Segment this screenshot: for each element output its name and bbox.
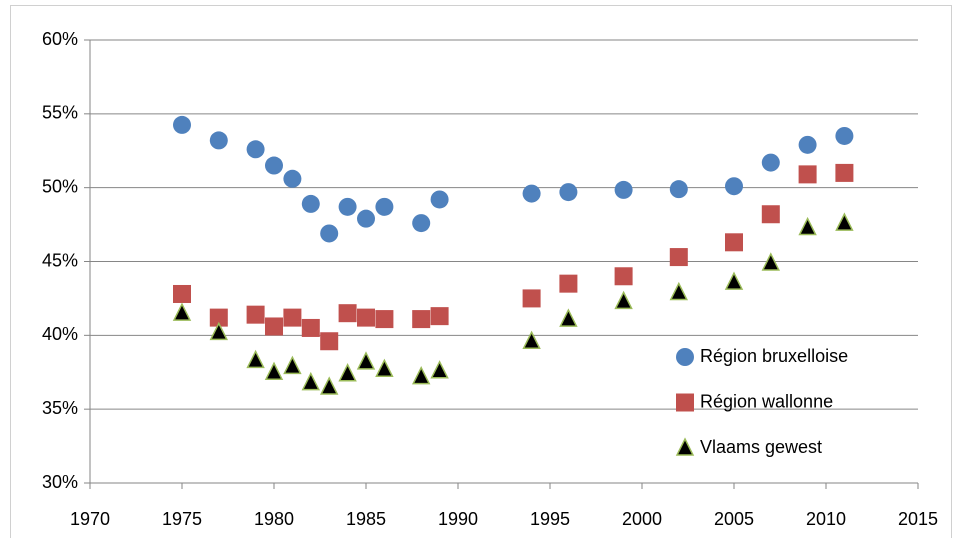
x-tick-label: 1985 <box>346 509 386 529</box>
point <box>320 332 339 351</box>
point <box>301 194 320 213</box>
point <box>356 351 376 370</box>
point <box>430 190 449 209</box>
x-tick-label: 1980 <box>254 509 294 529</box>
point <box>669 248 688 267</box>
point <box>761 252 781 271</box>
point <box>412 214 431 233</box>
y-tick-label: 50% <box>42 176 78 196</box>
legend-marker <box>676 348 694 366</box>
legend-marker <box>675 437 695 456</box>
point <box>559 308 578 327</box>
y-tick-label: 60% <box>42 29 78 49</box>
x-tick-label: 1975 <box>162 509 202 529</box>
point <box>725 177 743 196</box>
point <box>265 156 283 175</box>
legend-marker <box>676 393 694 412</box>
x-tick-label: 1990 <box>438 509 478 529</box>
point <box>265 317 283 336</box>
point <box>246 140 265 159</box>
point <box>173 284 191 303</box>
point <box>411 366 431 385</box>
point <box>725 233 743 252</box>
point <box>614 290 633 310</box>
point <box>614 267 633 286</box>
chart-border <box>10 5 952 538</box>
point <box>798 135 817 154</box>
point <box>798 165 817 184</box>
point <box>559 183 578 202</box>
point <box>283 169 302 188</box>
point <box>264 361 284 380</box>
point <box>338 363 357 382</box>
point <box>761 153 780 172</box>
point <box>301 371 321 391</box>
point <box>835 126 854 145</box>
point <box>559 274 578 293</box>
point <box>209 321 229 341</box>
legend-label: Région bruxelloise <box>700 346 848 366</box>
point <box>209 131 228 150</box>
y-tick-label: 55% <box>42 103 78 123</box>
point <box>357 209 375 228</box>
x-tick-label: 1970 <box>70 509 110 529</box>
point <box>375 197 394 216</box>
x-tick-label: 2015 <box>898 509 938 529</box>
x-tick-label: 1995 <box>530 509 570 529</box>
point <box>375 310 394 329</box>
legend-label: Région wallonne <box>700 391 833 411</box>
point <box>430 360 449 379</box>
point <box>522 289 541 308</box>
point <box>430 307 449 326</box>
point <box>375 358 394 378</box>
x-tick-label: 2000 <box>622 509 662 529</box>
point <box>246 349 265 369</box>
y-tick-label: 45% <box>42 250 78 270</box>
point <box>338 197 357 216</box>
point <box>319 376 339 395</box>
point <box>320 224 339 243</box>
point <box>209 308 228 327</box>
point <box>172 302 192 321</box>
point <box>246 305 265 324</box>
y-tick-label: 40% <box>42 324 78 344</box>
point <box>412 310 431 329</box>
point <box>669 281 689 301</box>
point <box>761 205 780 224</box>
point <box>283 308 302 327</box>
legend-label: Vlaams gewest <box>700 437 822 457</box>
point <box>522 184 541 203</box>
point <box>835 163 854 182</box>
point <box>798 216 817 236</box>
y-tick-label: 35% <box>42 398 78 418</box>
point <box>669 180 688 199</box>
point <box>522 330 541 349</box>
point <box>614 180 633 199</box>
point <box>338 304 357 323</box>
point <box>724 271 744 290</box>
point <box>283 355 302 375</box>
y-tick-label: 30% <box>42 472 78 492</box>
point <box>835 212 854 231</box>
point <box>357 308 375 327</box>
point <box>301 318 320 337</box>
x-tick-label: 2010 <box>806 509 846 529</box>
point <box>173 115 191 134</box>
x-tick-label: 2005 <box>714 509 754 529</box>
